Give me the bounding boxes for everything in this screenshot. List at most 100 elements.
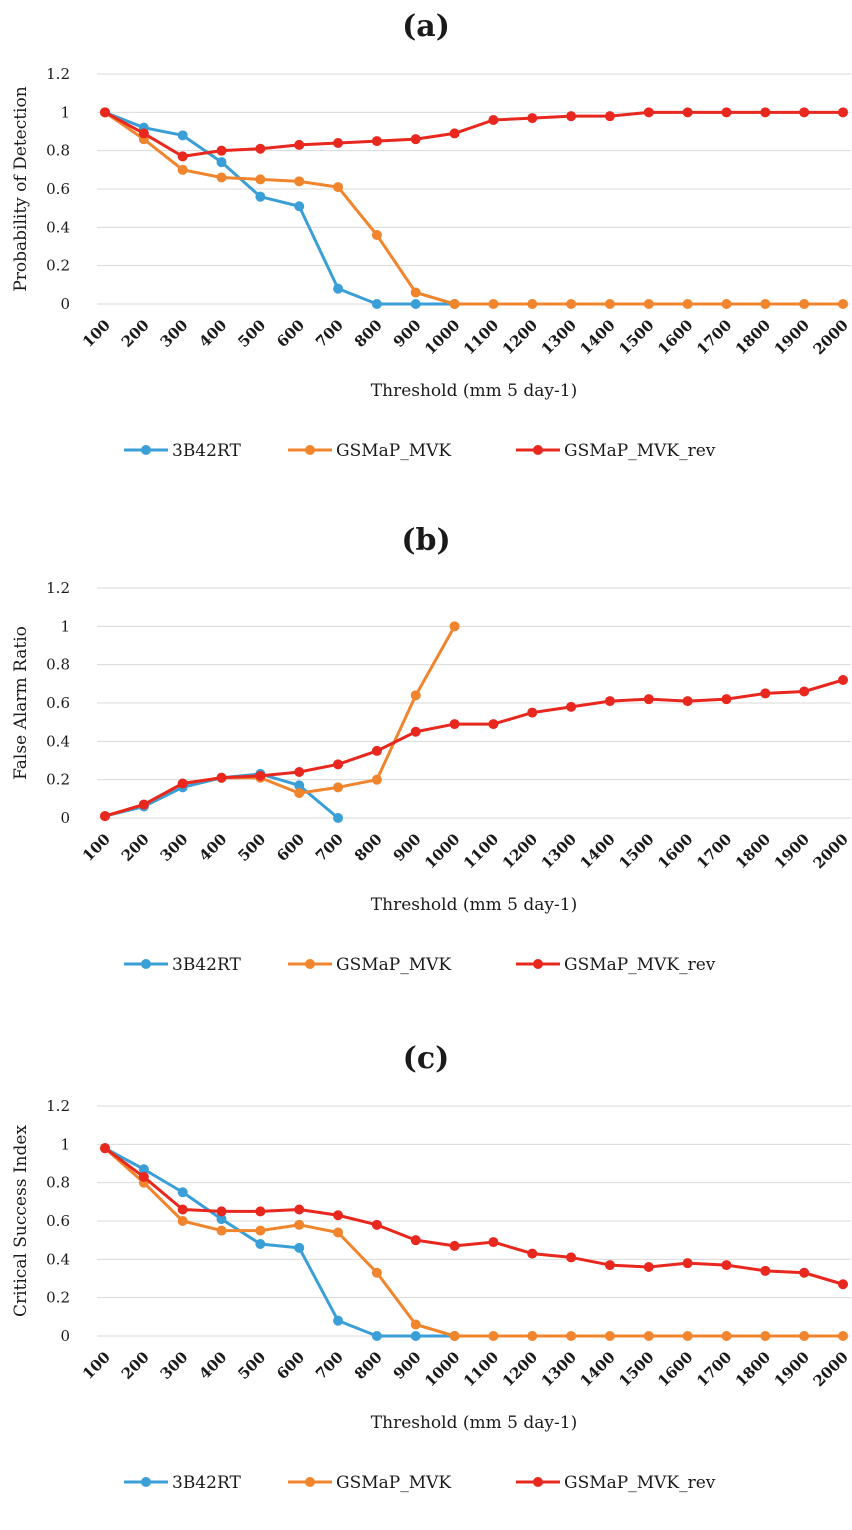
chart-a-point-gsmap-mvk — [255, 174, 266, 185]
chart-a-point-3b42rt — [333, 283, 344, 294]
chart-b-title: (b) — [401, 523, 450, 558]
chart-a-legend-label-gsmap-mvk: GSMaP_MVK — [336, 441, 451, 461]
chart-c-point-gsmap-mvk-rev — [488, 1237, 499, 1248]
chart-c-legend-marker-gsmap-mvk-rev — [533, 1477, 543, 1487]
chart-a-x-tick-label: 900 — [390, 316, 425, 351]
chart-c-point-gsmap-mvk — [333, 1227, 344, 1238]
chart-b-x-tick-label: 600 — [273, 830, 308, 865]
chart-a-point-3b42rt — [294, 201, 305, 212]
chart-b-y-tick-label: 0 — [60, 809, 70, 827]
chart-a-x-tick-label: 1400 — [577, 316, 619, 358]
chart-b-x-tick-label: 1300 — [538, 830, 580, 872]
chart-a-x-tick-label: 1100 — [460, 316, 502, 358]
chart-c-x-axis-label: Threshold (mm 5 day-1) — [371, 1413, 577, 1433]
chart-c-point-gsmap-mvk-rev — [177, 1204, 188, 1215]
chart-c-point-3b42rt — [138, 1164, 149, 1175]
chart-c-point-gsmap-mvk — [177, 1216, 188, 1226]
chart-a-x-tick-label: 1700 — [693, 316, 735, 358]
chart-c-series-line-3b42rt — [104, 1146, 455, 1338]
chart-a-x-tick-label: 1900 — [771, 316, 813, 358]
chart-a-point-gsmap-mvk-rev — [799, 107, 810, 118]
chart-a-legend-label-gsmap-mvk-rev: GSMaP_MVK_rev — [564, 441, 716, 461]
chart-c-x-tick-label: 1000 — [421, 1348, 463, 1390]
chart-a-y-tick-label: 1.2 — [46, 65, 70, 83]
chart-c-series-line-gsmap-mvk-rev — [104, 1146, 844, 1286]
chart-c-point-gsmap-mvk-rev — [449, 1240, 460, 1251]
chart-a-point-gsmap-mvk-rev — [294, 139, 305, 150]
chart-a-x-axis-label: Threshold (mm 5 day-1) — [371, 381, 577, 401]
chart-b-x-tick-label: 200 — [118, 830, 153, 865]
chart-panel-c: (c) 0 0.2 0.4 0.6 0.8 1 1.2 100 200 300 400 500 600 70… — [0, 1032, 852, 1530]
chart-a-series-line-gsmap-mvk-rev — [104, 110, 843, 158]
chart-b-point-gsmap-mvk — [449, 621, 460, 632]
chart-c-point-gsmap-mvk-rev — [255, 1206, 266, 1217]
chart-c-x-tick-label: 600 — [273, 1348, 308, 1383]
chart-a-x-tick-label: 1800 — [732, 316, 774, 358]
chart-b-point-gsmap-mvk-rev — [604, 696, 615, 707]
chart-a-legend-marker-3b42rt — [141, 445, 151, 455]
chart-b-x-tick-label: 700 — [312, 830, 347, 865]
chart-a-point-gsmap-mvk-rev — [643, 107, 654, 118]
chart-c-x-tick-label: 500 — [234, 1348, 269, 1383]
chart-c-title: (c) — [403, 1041, 450, 1076]
chart-a-point-gsmap-mvk — [488, 299, 499, 309]
chart-b-point-gsmap-mvk-rev — [721, 694, 732, 705]
chart-b-point-gsmap-mvk-rev — [255, 770, 266, 781]
chart-b-x-tick-label: 1500 — [615, 830, 657, 872]
chart-a-point-gsmap-mvk-rev — [449, 128, 460, 139]
chart-a-point-gsmap-mvk-rev — [177, 151, 188, 162]
chart-c-point-gsmap-mvk-rev — [566, 1252, 577, 1263]
chart-c-point-gsmap-mvk — [216, 1225, 227, 1236]
chart-a-point-3b42rt — [216, 157, 227, 168]
chart-a-x-tick-label: 700 — [312, 316, 347, 351]
chart-a-x-tick-label: 600 — [273, 316, 308, 351]
chart-b-point-gsmap-mvk — [333, 782, 344, 793]
chart-c-y-tick-label: 1 — [60, 1135, 70, 1153]
chart-b-x-tick-label: 1800 — [732, 830, 774, 872]
chart-c-legend-label-gsmap-mvk: GSMaP_MVK — [336, 1473, 451, 1493]
chart-b-x-tick-label: 1100 — [460, 830, 502, 872]
chart-b-point-gsmap-mvk-rev — [760, 688, 771, 699]
chart-b-y-tick-label: 1 — [60, 617, 70, 635]
chart-b-y-axis-label: False Alarm Ratio — [11, 626, 31, 780]
chart-a-point-gsmap-mvk-rev — [255, 143, 266, 154]
chart-b-point-3b42rt — [294, 780, 305, 791]
chart-a-y-tick-label: 0.4 — [46, 218, 70, 236]
chart-b-legend-marker-gsmap-mvk — [305, 959, 315, 969]
chart-c-y-axis-label: Critical Success Index — [11, 1125, 31, 1317]
chart-c-point-gsmap-mvk-rev — [294, 1204, 305, 1215]
chart-c-y-tick-label: 0 — [60, 1327, 70, 1345]
chart-a-point-gsmap-mvk-rev — [100, 107, 110, 118]
line-chart-c: (c) 0 0.2 0.4 0.6 0.8 1 1.2 100 200 300 400 500 600 70… — [11, 1041, 852, 1493]
chart-c-point-gsmap-mvk-rev — [760, 1265, 771, 1276]
chart-a-legend-marker-gsmap-mvk-rev — [533, 445, 543, 455]
chart-a-point-gsmap-mvk — [721, 299, 732, 309]
chart-c-legend-label-gsmap-mvk-rev: GSMaP_MVK_rev — [564, 1473, 716, 1493]
chart-a-point-gsmap-mvk-rev — [838, 107, 848, 118]
chart-b-point-gsmap-mvk-rev — [216, 772, 227, 783]
chart-c-series-line-gsmap-mvk — [104, 1147, 843, 1338]
chart-c-point-3b42rt — [410, 1331, 421, 1341]
chart-b-x-tick-label: 1200 — [499, 830, 541, 872]
chart-b-x-tick-label: 1600 — [654, 830, 696, 872]
chart-a-x-tick-label: 500 — [234, 316, 269, 351]
chart-c-x-tick-label: 1100 — [460, 1348, 502, 1390]
chart-b-point-gsmap-mvk-rev — [682, 696, 693, 707]
chart-a-legend-label-3b42rt: 3B42RT — [172, 441, 241, 461]
chart-b-point-gsmap-mvk-rev — [138, 799, 149, 810]
chart-c-point-gsmap-mvk — [799, 1331, 810, 1341]
chart-a-x-tick-label: 1300 — [538, 316, 580, 358]
chart-a-y-tick-label: 0.6 — [46, 180, 70, 198]
chart-b-point-gsmap-mvk-rev — [449, 719, 460, 730]
chart-a-x-tick-label: 200 — [118, 316, 153, 351]
chart-b-point-gsmap-mvk-rev — [410, 726, 421, 737]
chart-c-x-tick-label: 2000 — [810, 1348, 852, 1390]
chart-b-x-tick-label: 1000 — [421, 830, 463, 872]
chart-c-point-gsmap-mvk-rev — [527, 1248, 538, 1259]
chart-a-series-line-gsmap-mvk — [104, 111, 843, 306]
chart-c-legend-marker-3b42rt — [141, 1477, 151, 1487]
chart-b-y-tick-label: 0.6 — [46, 694, 70, 712]
chart-b-point-3b42rt — [333, 813, 344, 823]
chart-c-point-gsmap-mvk — [643, 1331, 654, 1341]
chart-c-x-tick-label: 1300 — [538, 1348, 580, 1390]
